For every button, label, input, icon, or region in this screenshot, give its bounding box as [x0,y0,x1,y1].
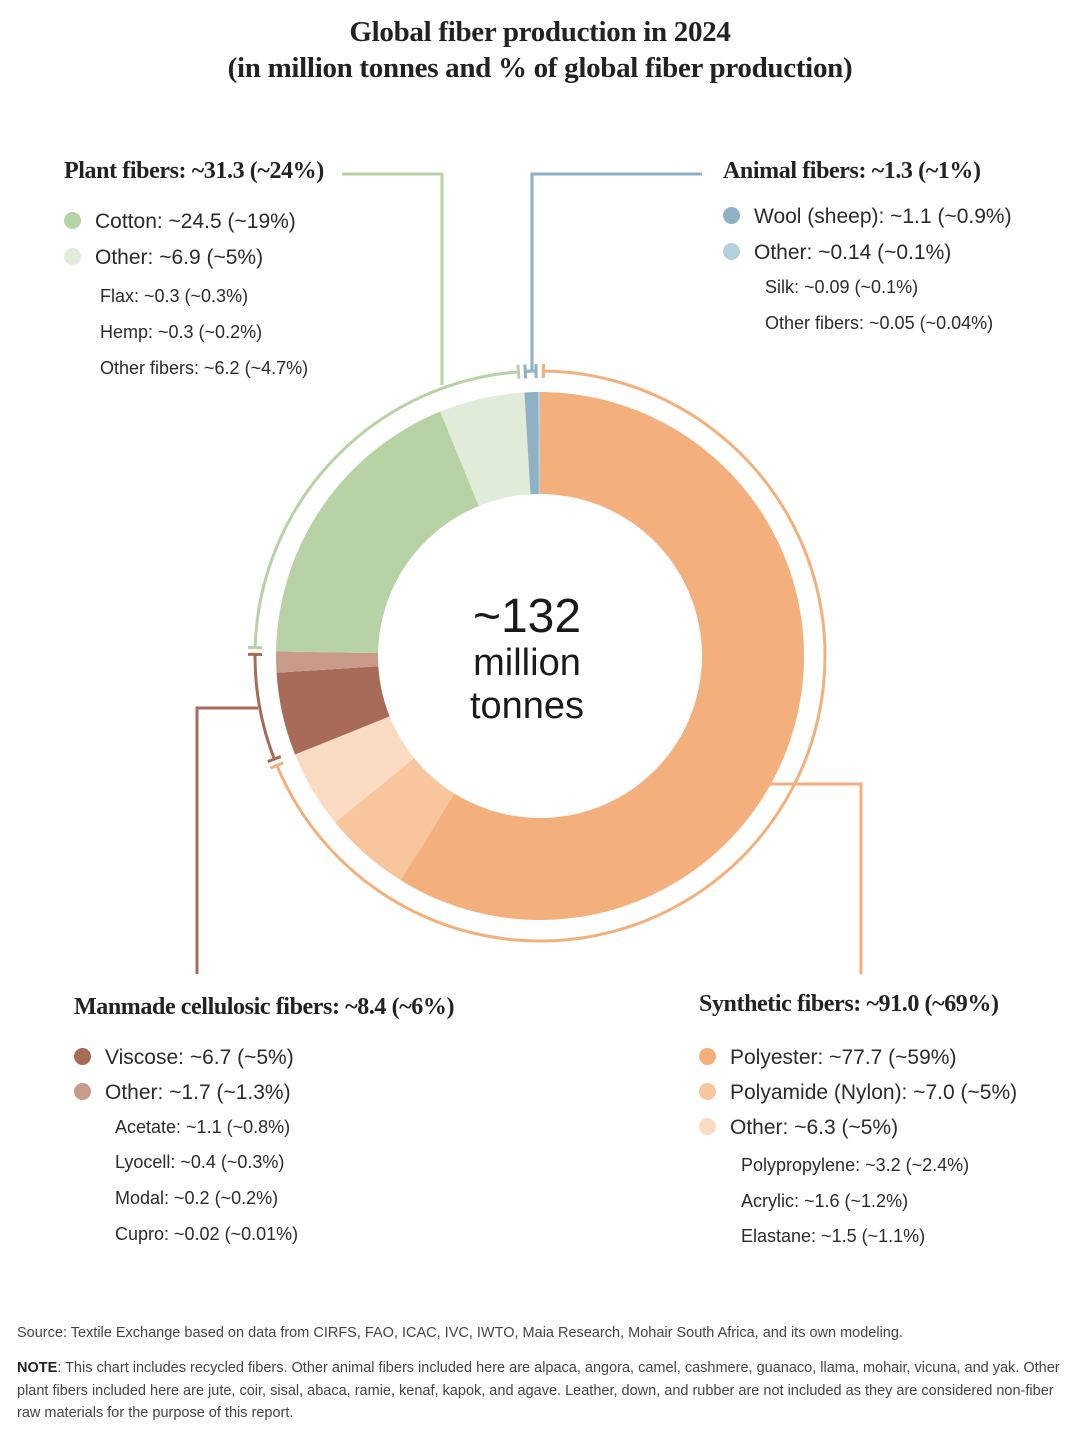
animal-other-swatch [723,243,740,260]
cellulosic-fibers-title: Manmade cellulosic fibers: ~8.4 (~6%) [74,994,455,1020]
synthetic-subitem-acrylic: Acrylic: ~1.6 (~1.2%) [741,1191,909,1211]
slice-viscose [276,666,390,755]
cellulosic-subitem-modal: Modal: ~0.2 (~0.2%) [115,1188,279,1208]
chart-title-line2: (in million tonnes and % of global fiber… [227,52,853,84]
legend-label: Other: ~0.14 (~0.1%) [754,241,952,264]
cotton-swatch [64,212,81,229]
plant-subitem-other: Other fibers: ~6.2 (~4.7%) [100,358,309,378]
plant-other-swatch [64,248,81,265]
slice-cotton [276,411,479,654]
legend-label: Viscose: ~6.7 (~5%) [105,1046,294,1069]
legend-item-viscose: Viscose: ~6.7 (~5%) [74,1046,294,1070]
legend-item-polyamide: Polyamide (Nylon): ~7.0 (~5%) [699,1081,1017,1105]
group-arc-tick-animal-fibers-start [523,364,528,379]
source-note: Source: Textile Exchange based on data f… [17,1325,903,1341]
animal-leader-line [530,172,702,370]
donut-center-label: ~132 million tonnes [397,592,657,728]
legend-label: Wool (sheep): ~1.1 (~0.9%) [754,205,1012,228]
cellulosic-leader-line [195,706,258,974]
cellulosic-subitem-lyocell: Lyocell: ~0.4 (~0.3%) [115,1152,285,1172]
group-arc-tick-synthetic-fibers-end [269,761,284,770]
plant-fibers-title: Plant fibers: ~31.3 (~24%) [64,158,324,184]
legend-item-synthetic-other: Other: ~6.3 (~5%) [699,1116,898,1140]
donut-slices [276,392,805,920]
legend-label: Polyester: ~77.7 (~59%) [730,1046,957,1069]
cellulosic-subitem-cupro: Cupro: ~0.02 (~0.01%) [115,1224,299,1244]
group-arc-manmade-cellulosic-fibers [253,654,276,760]
group-arcs [247,364,827,943]
chart-title-line1: Global fiber production in 2024 [349,16,731,48]
synthetic-subitem-elastane: Elastane: ~1.5 (~1.1%) [741,1226,926,1246]
cellulosic-other-swatch [74,1083,91,1100]
plant-subitem-flax: Flax: ~0.3 (~0.3%) [100,286,249,306]
legend-item-cotton: Cotton: ~24.5 (~19%) [64,210,296,234]
slice-polyester [400,392,805,920]
legend-item-plant-other: Other: ~6.9 (~5%) [64,246,263,270]
animal-subitem-other: Other fibers: ~0.05 (~0.04%) [765,313,994,333]
legend-label: Other: ~1.7 (~1.3%) [105,1081,291,1104]
total-unit-line1: million [473,642,581,684]
footnote: NOTE: This chart includes recycled fiber… [17,1357,1062,1425]
viscose-swatch [74,1048,91,1065]
wool-swatch [723,207,740,224]
legend-label: Cotton: ~24.5 (~19%) [95,210,296,233]
group-arc-synthetic-fibers [275,369,827,943]
legend-label: Polyamide (Nylon): ~7.0 (~5%) [730,1081,1018,1104]
synthetic-fibers-title: Synthetic fibers: ~91.0 (~69%) [699,991,999,1017]
group-arc-tick-manmade-cellulosic-fibers-start [267,755,282,764]
legend-item-wool: Wool (sheep): ~1.1 (~0.9%) [723,205,1012,229]
synthetic-leader-line [770,782,863,974]
slice-polyamide-nylon [335,758,455,881]
legend-item-polyester: Polyester: ~77.7 (~59%) [699,1046,956,1070]
total-unit-line2: tonnes [469,685,585,727]
group-arc-tick-plant-fibers-end [516,364,521,379]
animal-subitem-silk: Silk: ~0.09 (~0.1%) [765,277,919,297]
polyamide-swatch [699,1083,716,1100]
leader-lines [195,172,863,974]
note-label: NOTE [17,1360,58,1376]
slice-wool-sheep [524,392,539,495]
polyester-swatch [699,1048,716,1065]
legend-label: Other: ~6.3 (~5%) [730,1116,899,1139]
total-value: ~132 [472,590,582,643]
slice-other-animal [538,392,540,495]
legend-item-cellulosic-other: Other: ~1.7 (~1.3%) [74,1081,291,1105]
slice-other-plant [440,392,531,507]
plant-subitem-hemp: Hemp: ~0.3 (~0.2%) [100,322,263,342]
legend-label: Other: ~6.9 (~5%) [95,246,264,269]
slice-other-cellulosic [276,651,379,673]
group-arc-plant-fibers [253,370,519,648]
cellulosic-subitem-acetate: Acetate: ~1.1 (~0.8%) [115,1117,291,1137]
note-text: : This chart includes recycled fibers. O… [17,1360,1060,1421]
legend-item-animal-other: Other: ~0.14 (~0.1%) [723,241,951,265]
plant-leader-line [342,172,444,385]
slice-other-synthetic [295,716,415,823]
animal-fibers-title: Animal fibers: ~1.3 (~1%) [723,158,981,184]
synthetic-other-swatch [699,1118,716,1135]
synthetic-subitem-polypropylene: Polypropylene: ~3.2 (~2.4%) [741,1155,970,1175]
